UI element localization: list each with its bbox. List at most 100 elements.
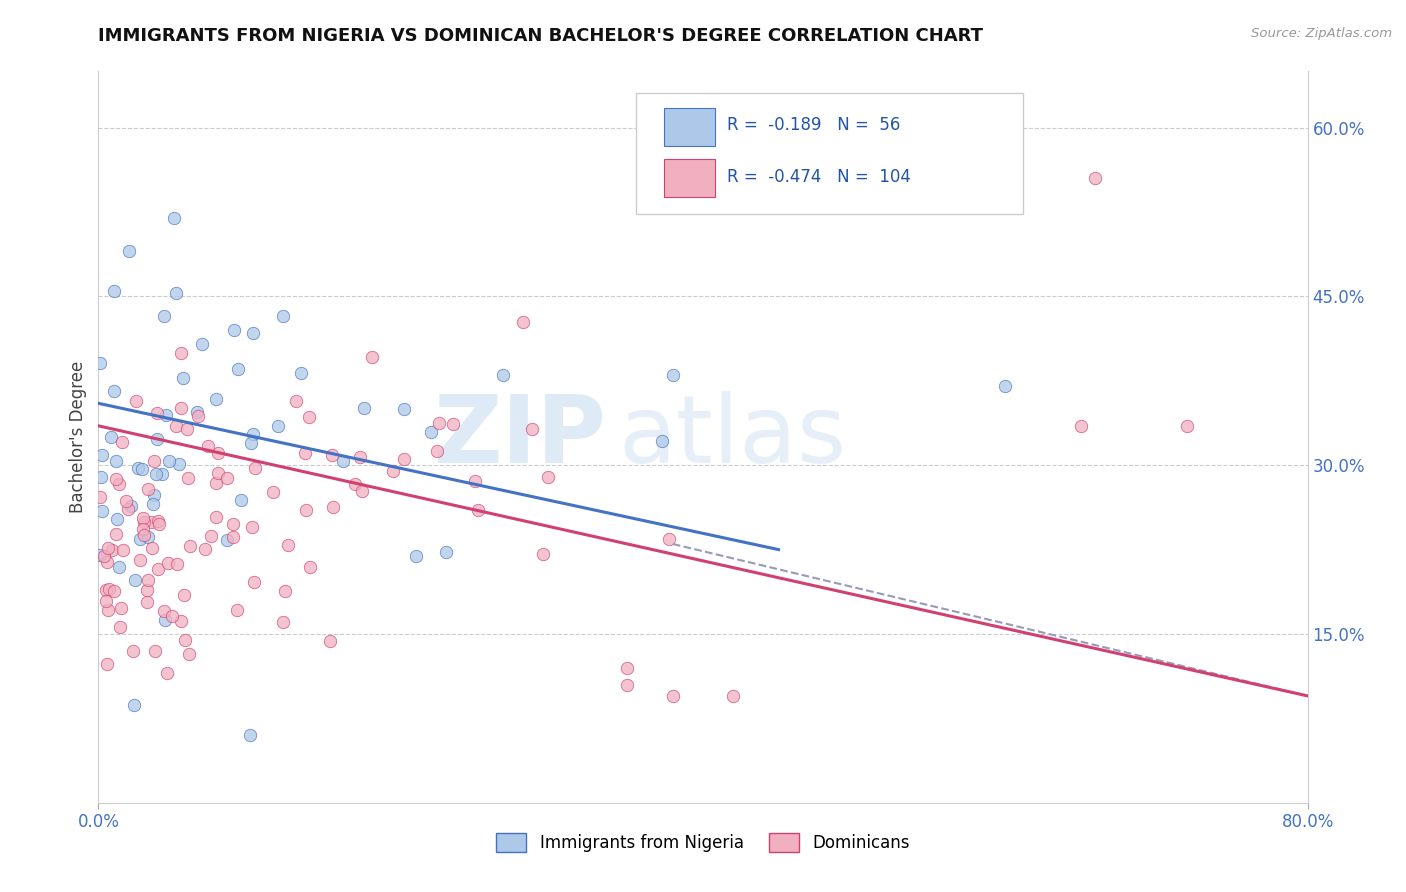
Point [353, 401, 375, 415]
Point [205, 392, 228, 406]
Point [141, 541, 163, 556]
Point [139, 516, 162, 530]
Point [89, 491, 111, 505]
Point [96, 555, 118, 569]
Text: atlas: atlas [619, 391, 846, 483]
Point [91, 448, 114, 462]
Point [441, 417, 464, 431]
Point [156, 556, 179, 570]
Point [215, 533, 238, 547]
Point [207, 445, 229, 459]
Point [173, 633, 195, 648]
Point [103, 284, 125, 298]
Point [117, 502, 139, 516]
Point [115, 494, 138, 508]
Point [120, 500, 142, 514]
Point [994, 379, 1017, 393]
Point [322, 500, 344, 514]
Point [179, 647, 201, 661]
Point [131, 462, 153, 476]
Point [318, 633, 340, 648]
Point [531, 547, 554, 561]
Point [277, 537, 299, 551]
Point [121, 643, 143, 657]
Point [93, 549, 115, 563]
Point [125, 393, 148, 408]
Point [215, 471, 238, 485]
Point [97, 582, 120, 596]
Point [143, 643, 166, 657]
Point [332, 454, 354, 468]
Point [170, 346, 193, 360]
Point [658, 532, 681, 546]
Point [242, 427, 264, 442]
Point [464, 474, 486, 488]
Point [91, 504, 114, 518]
Point [110, 600, 132, 615]
Point [103, 384, 125, 399]
Point [176, 471, 198, 485]
Point [537, 470, 560, 484]
Point [129, 532, 152, 546]
Point [299, 560, 322, 574]
Point [122, 698, 145, 713]
Point [132, 522, 155, 536]
Point [105, 473, 128, 487]
Point [616, 661, 638, 675]
Point [145, 467, 167, 482]
Point [112, 543, 135, 558]
Point [295, 503, 318, 517]
Point [221, 530, 243, 544]
Point [266, 419, 288, 434]
Point [434, 545, 457, 559]
Point [153, 613, 176, 627]
Point [89, 548, 111, 562]
Point [89, 356, 111, 370]
Text: R =  -0.189   N =  56: R = -0.189 N = 56 [727, 116, 901, 134]
Text: IMMIGRANTS FROM NIGERIA VS DOMINICAN BACHELOR'S DEGREE CORRELATION CHART: IMMIGRANTS FROM NIGERIA VS DOMINICAN BAC… [98, 27, 983, 45]
Point [274, 584, 297, 599]
Point [285, 394, 308, 409]
Text: ZIP: ZIP [433, 391, 606, 483]
Point [242, 574, 264, 589]
Point [1070, 418, 1092, 433]
Point [163, 211, 186, 225]
Point [135, 595, 157, 609]
Point [146, 562, 169, 576]
Point [723, 689, 745, 703]
Point [132, 511, 155, 525]
Point [207, 466, 229, 480]
Point [136, 583, 159, 598]
Point [427, 416, 450, 430]
Point [226, 361, 249, 376]
Point [262, 484, 284, 499]
Y-axis label: Bachelor's Degree: Bachelor's Degree [69, 361, 87, 513]
Point [108, 476, 131, 491]
Point [105, 454, 128, 468]
Point [132, 527, 155, 541]
Point [187, 409, 209, 423]
Point [1175, 418, 1198, 433]
Point [136, 482, 159, 496]
Point [118, 244, 141, 259]
Legend: Immigrants from Nigeria, Dominicans: Immigrants from Nigeria, Dominicans [488, 824, 918, 860]
Text: R =  -0.474   N =  104: R = -0.474 N = 104 [727, 169, 911, 186]
Point [205, 510, 228, 524]
Point [392, 451, 415, 466]
Point [321, 448, 343, 462]
FancyBboxPatch shape [664, 159, 716, 197]
Point [90, 470, 112, 484]
Point [108, 560, 131, 574]
Point [661, 368, 683, 383]
Point [170, 401, 193, 416]
Point [124, 573, 146, 587]
Point [96, 657, 118, 672]
Point [361, 350, 384, 364]
Point [160, 608, 183, 623]
Point [616, 678, 638, 692]
Point [224, 323, 246, 337]
Point [100, 430, 122, 444]
Point [148, 517, 170, 532]
Point [103, 583, 125, 598]
Point [1084, 170, 1107, 185]
